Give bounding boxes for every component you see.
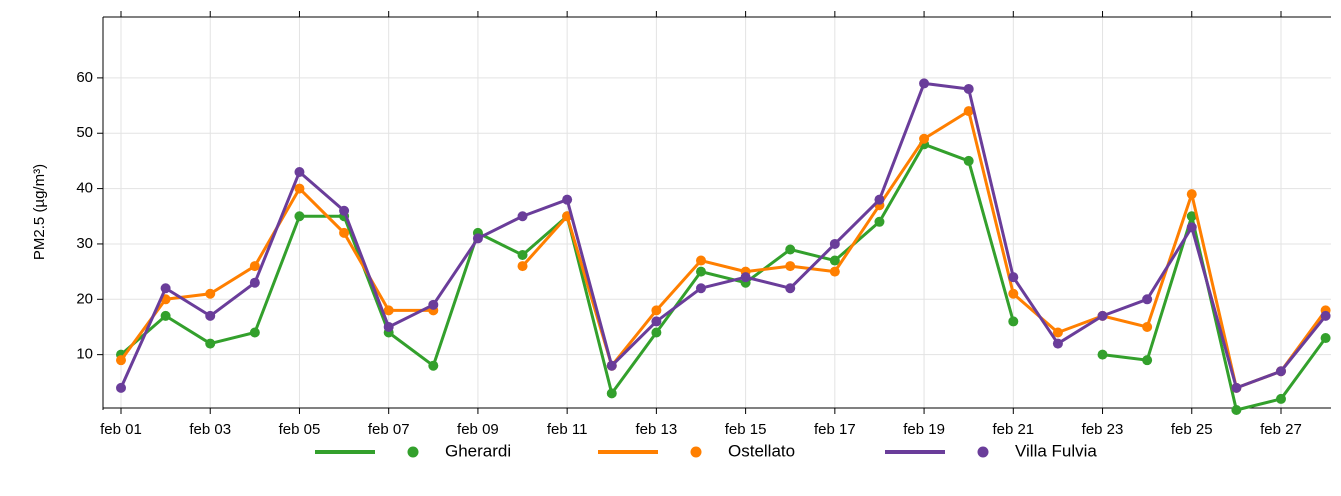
point (1142, 321, 1153, 332)
point (963, 83, 974, 94)
x-tick-label: feb 15 (725, 421, 767, 438)
point (562, 194, 573, 205)
point (785, 283, 796, 294)
point (829, 266, 840, 277)
point (963, 155, 974, 166)
series-line (119, 109, 1327, 390)
y-tick-label: 40 (76, 180, 93, 197)
x-tick-label: feb 19 (903, 421, 945, 438)
point (294, 183, 305, 194)
point (294, 211, 305, 222)
x-tick-label: feb 25 (1171, 421, 1213, 438)
point (205, 310, 216, 321)
point (517, 211, 528, 222)
point (1052, 338, 1063, 349)
point (205, 288, 216, 299)
y-tick-label: 10 (76, 346, 93, 363)
point (651, 305, 662, 316)
point (1320, 310, 1331, 321)
point (651, 327, 662, 338)
point (1231, 382, 1242, 393)
point (829, 238, 840, 249)
point (651, 316, 662, 327)
x-tick-label: feb 11 (547, 421, 588, 438)
point (1052, 327, 1063, 338)
y-tick-label: 60 (76, 69, 93, 86)
point (1320, 333, 1331, 344)
point (249, 277, 260, 288)
legend-label: Gherardi (445, 441, 511, 460)
point (1097, 349, 1108, 360)
point (1275, 393, 1286, 404)
point (116, 382, 126, 393)
point (1186, 189, 1197, 200)
point (1142, 294, 1153, 305)
x-tick-label: feb 27 (1260, 421, 1302, 438)
y-tick-label: 50 (76, 124, 93, 141)
legend-label: Villa Fulvia (1015, 441, 1097, 460)
x-tick-label: feb 07 (368, 421, 410, 438)
point (383, 305, 394, 316)
point (160, 310, 171, 321)
legend-dot (977, 446, 989, 458)
point (1142, 355, 1153, 366)
point (1275, 366, 1286, 377)
point (740, 272, 751, 283)
point (785, 261, 796, 272)
legend-dot (690, 446, 702, 458)
y-axis-label: PM2.5 (µg/m³) (31, 164, 48, 260)
point (1186, 211, 1197, 222)
point (963, 106, 974, 117)
point (116, 355, 126, 366)
point (205, 338, 216, 349)
point (785, 244, 796, 255)
point (249, 261, 260, 272)
x-tick-label: feb 09 (457, 421, 499, 438)
point (428, 299, 439, 310)
point (606, 388, 617, 399)
x-tick-label: feb 01 (100, 421, 142, 438)
point (1008, 316, 1019, 327)
point (249, 327, 260, 338)
x-tick-label: feb 17 (814, 421, 856, 438)
point (339, 205, 350, 216)
legend-dot (407, 446, 419, 458)
point (695, 283, 706, 294)
point (1097, 310, 1108, 321)
point (829, 255, 840, 266)
point (695, 255, 706, 266)
point (919, 78, 930, 89)
y-tick-label: 20 (76, 290, 93, 307)
point (517, 261, 528, 272)
point (606, 360, 617, 371)
x-tick-label: feb 13 (636, 421, 678, 438)
point (517, 250, 528, 261)
x-tick-label: feb 23 (1082, 421, 1124, 438)
point (1231, 405, 1242, 415)
x-tick-label: feb 05 (279, 421, 321, 438)
point (1008, 272, 1019, 283)
point (874, 194, 885, 205)
point (1008, 288, 1019, 299)
point (428, 360, 439, 371)
x-tick-label: feb 03 (189, 421, 231, 438)
x-tick-label: feb 21 (992, 421, 1034, 438)
point (919, 133, 930, 144)
point (160, 283, 171, 294)
point (472, 233, 483, 244)
point (1186, 222, 1197, 233)
point (695, 266, 706, 277)
legend-label: Ostellato (728, 441, 795, 460)
point (874, 216, 885, 227)
point (383, 321, 394, 332)
point (339, 227, 350, 238)
y-tick-label: 30 (76, 235, 93, 252)
series-line (119, 81, 1327, 390)
point (294, 166, 305, 177)
